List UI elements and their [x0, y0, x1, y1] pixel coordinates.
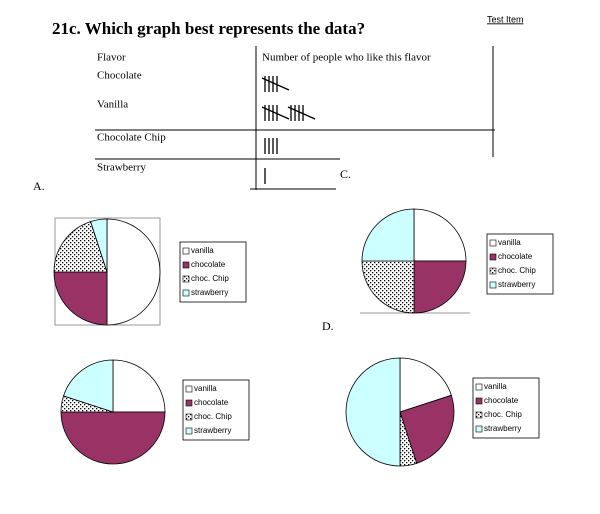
pie-slice: [90, 218, 108, 273]
pie-slice: [399, 357, 452, 413]
legend-box: [179, 241, 247, 303]
legend-box: [472, 377, 540, 439]
legend-label: chocolate: [191, 260, 226, 269]
legend-swatch: [182, 247, 190, 255]
legend-box: [486, 233, 554, 295]
legend-swatch: [185, 385, 193, 393]
pie-slice: [63, 359, 114, 413]
tally-slash: [261, 106, 290, 120]
legend-label: choc. Chip: [498, 266, 536, 275]
flavor-name: Strawberry: [97, 162, 146, 174]
legend-label: chocolate: [194, 398, 229, 407]
legend-label: vanilla: [484, 382, 507, 391]
tally-slash: [261, 77, 290, 91]
legend-swatch: [185, 399, 193, 407]
pie-slice: [361, 260, 415, 314]
legend-label: chocolate: [498, 252, 533, 261]
flavor-name: Vanilla: [97, 99, 128, 111]
legend-label: choc. Chip: [191, 274, 229, 283]
legend-swatch: [489, 239, 497, 247]
pie-slice: [413, 260, 467, 314]
legend-label: vanilla: [194, 384, 217, 393]
legend-swatch: [475, 397, 483, 405]
legend-swatch: [185, 413, 193, 421]
tally: [261, 105, 316, 121]
legend-swatch: [182, 261, 190, 269]
tally: [264, 138, 278, 154]
legend-label: choc. Chip: [194, 412, 232, 421]
column-header: Flavor: [97, 52, 126, 64]
pie-slice: [361, 208, 415, 262]
legend-label: strawberry: [191, 288, 228, 297]
flavor-name: Chocolate: [97, 70, 142, 82]
legend-swatch: [475, 411, 483, 419]
pie-slice: [106, 218, 161, 326]
legend-label: strawberry: [498, 280, 535, 289]
question-title: 21c. Which graph best represents the dat…: [52, 19, 365, 38]
pie-slice: [413, 208, 467, 262]
pie-slice: [53, 271, 108, 326]
legend-swatch: [489, 281, 497, 289]
legend-label: chocolate: [484, 396, 519, 405]
pie-slice: [60, 411, 166, 465]
legend-swatch: [489, 253, 497, 261]
option-label: A.: [33, 179, 45, 193]
pie-slice: [112, 359, 166, 413]
legend-swatch: [182, 275, 190, 283]
legend-swatch: [182, 289, 190, 297]
legend-swatch: [475, 383, 483, 391]
legend-label: strawberry: [194, 426, 231, 435]
tally: [261, 76, 290, 92]
pie-slice: [345, 357, 401, 467]
legend-label: strawberry: [484, 424, 521, 433]
legend-label: vanilla: [191, 246, 214, 255]
legend-box: [182, 379, 250, 441]
tally-slash: [287, 106, 316, 120]
legend-swatch: [489, 267, 497, 275]
pie-slice: [53, 221, 108, 273]
option-label: C.: [340, 167, 351, 181]
option-label: D.: [322, 319, 334, 333]
test-item: Test Item: [487, 14, 524, 24]
legend-label: vanilla: [498, 238, 521, 247]
legend-swatch: [185, 427, 193, 435]
column-header: Number of people who like this flavor: [262, 52, 431, 64]
legend-swatch: [475, 425, 483, 433]
pie-slice: [399, 394, 455, 464]
flavor-name: Chocolate Chip: [97, 132, 166, 144]
legend-label: choc. Chip: [484, 410, 522, 419]
table-lines: [95, 46, 495, 190]
